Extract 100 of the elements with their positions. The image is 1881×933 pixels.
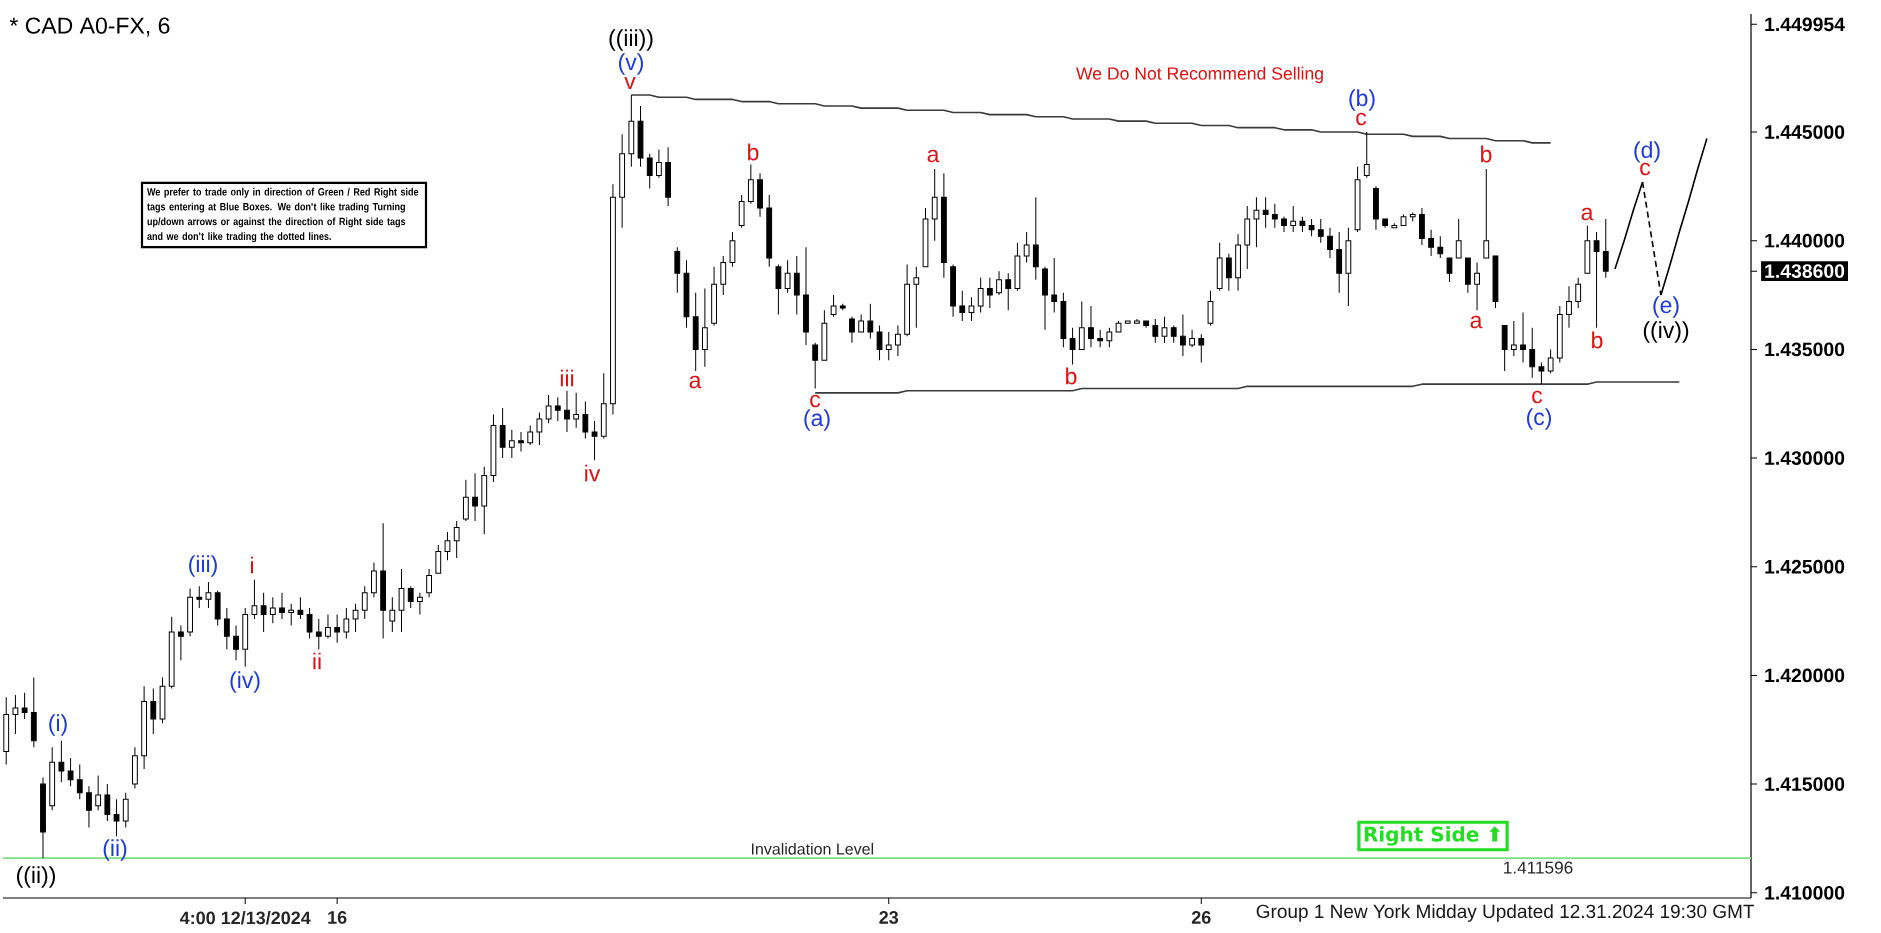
candlestick: [922, 207, 929, 268]
annotation: (a): [804, 409, 830, 431]
annotation: c: [1356, 112, 1367, 126]
candlestick: [1437, 235, 1444, 259]
candlestick: [1391, 222, 1398, 229]
annotation: iv: [585, 464, 601, 482]
candlestick: [325, 614, 331, 639]
candlestick: [113, 798, 120, 837]
annotation: (v): [619, 53, 643, 75]
candlestick: [1483, 168, 1490, 259]
candlestick: [508, 429, 515, 459]
candlestick: [628, 94, 635, 168]
y-tick-label: 1.425000: [1765, 559, 1845, 574]
annotation: c: [1640, 162, 1651, 176]
annotation: (e): [1653, 296, 1679, 318]
candlestick: [1455, 218, 1462, 259]
candlestick: [150, 687, 157, 735]
candlestick: [1180, 314, 1186, 357]
annotation: c: [810, 394, 821, 408]
annotation: (i): [49, 714, 67, 736]
annotation: We prefer to trade only in direction of Green / Red Right side tags entering at Blue Boxes. We don't like trading Turning up/down arrows or against the direction of Right side tags and we don't like trading the dotted lines.: [147, 187, 419, 243]
y-tick-label: 1.435000: [1765, 342, 1845, 357]
candlestick: [1428, 229, 1435, 257]
x-tick-label: 23: [879, 911, 899, 924]
candlestick: [86, 785, 92, 829]
candlestick: [784, 259, 791, 294]
annotation: b: [748, 143, 759, 161]
candlestick: [904, 264, 911, 337]
candlestick: [940, 172, 947, 279]
candlestick: [1464, 257, 1471, 294]
candlestick: [1143, 320, 1150, 329]
y-tick-label: 1.440000: [1765, 233, 1845, 248]
candlestick: [1501, 324, 1508, 372]
candlestick: [49, 746, 56, 811]
candlestick: [665, 146, 671, 207]
candlestick: [141, 685, 148, 770]
annotation: a: [689, 375, 702, 389]
candlestick: [371, 561, 377, 598]
candlestick: [177, 624, 184, 661]
candlestick: [40, 777, 46, 859]
y-tick-label: 1.420000: [1765, 668, 1845, 683]
candlestick: [1327, 227, 1333, 259]
annotation: 1.411596: [1504, 861, 1573, 874]
candlestick: [1538, 361, 1545, 385]
annotation: (b): [1349, 89, 1375, 111]
x-tick-label: 16: [328, 911, 347, 924]
candlestick: [1336, 231, 1343, 294]
candlestick: [132, 746, 138, 789]
candlestick: [1474, 261, 1480, 311]
candlestick: [1198, 333, 1205, 363]
candlestick: [821, 309, 828, 361]
candlestick: [1345, 227, 1352, 307]
annotation: i: [250, 556, 253, 574]
candlestick: [1124, 320, 1131, 324]
candlestick: [58, 740, 65, 783]
candlestick: [591, 420, 598, 461]
candlestick: [1216, 242, 1223, 292]
candlestick: [417, 592, 423, 616]
candlestick: [1042, 266, 1048, 331]
candlestick: [1584, 224, 1591, 274]
candlestick: [564, 390, 570, 433]
candlestick: [334, 614, 341, 644]
ref-line-label: Invalidation Level: [751, 842, 874, 855]
candlestick: [1566, 285, 1572, 329]
y-tick-label: 1.445000: [1765, 125, 1845, 139]
candlestick: [518, 431, 524, 453]
candlestick: [426, 568, 432, 598]
annotation: ii: [313, 652, 321, 670]
candlestick: [803, 246, 809, 346]
annotation: (d): [1634, 141, 1660, 163]
candlestick: [1262, 196, 1269, 229]
annotation: (iii): [189, 555, 217, 577]
candlestick: [619, 133, 626, 229]
candlestick: [389, 596, 396, 633]
y-tick-label: 1.410000: [1765, 885, 1845, 900]
y-tick-label: 1.430000: [1765, 451, 1845, 465]
annotation: We Do Not Recommend Selling: [1076, 66, 1323, 84]
candlestick: [674, 246, 681, 294]
candlestick: [472, 472, 478, 522]
candlestick: [1520, 311, 1526, 363]
candlestick: [279, 592, 285, 620]
annotation: ((ii)): [16, 866, 55, 888]
candlestick: [1373, 185, 1379, 231]
text: Group 1 New York Midday Updated 12.31.2024 19:30 GMT: [1256, 904, 1755, 922]
y-tick-label: 1.449954: [1765, 17, 1845, 32]
annotation: (iv): [230, 671, 260, 693]
y-tick-label: 1.438600: [1765, 264, 1845, 279]
candlestick: [95, 774, 102, 811]
annotation: v: [624, 76, 636, 90]
annotation: b: [1066, 367, 1077, 385]
annotation: (c): [1527, 408, 1551, 430]
chart-title: * CAD A0-FX, 6: [9, 17, 170, 37]
candlestick: [380, 522, 387, 639]
candlestick: [3, 696, 10, 766]
candlestick: [1409, 211, 1416, 222]
candlestick: [885, 331, 892, 361]
candlestick: [1014, 242, 1021, 292]
candlestick: [1051, 257, 1058, 313]
candlestick: [1134, 318, 1140, 324]
annotation: (ii): [103, 839, 127, 861]
